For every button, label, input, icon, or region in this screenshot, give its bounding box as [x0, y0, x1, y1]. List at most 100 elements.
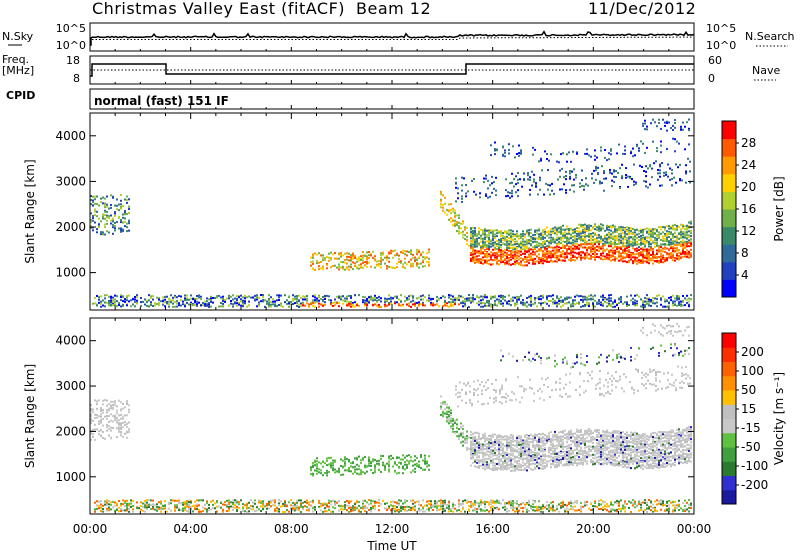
range-cell [630, 232, 632, 235]
nsky-label: N.Sky [2, 30, 34, 43]
range-cell [496, 235, 498, 238]
range-cell [562, 244, 564, 246]
range-cell [480, 295, 482, 298]
range-cell [634, 500, 636, 503]
range-cell [302, 304, 304, 307]
range-cell [516, 234, 518, 237]
range-cell [654, 260, 656, 263]
range-cell [94, 214, 96, 217]
range-cell [418, 464, 420, 467]
range-cell [506, 253, 508, 256]
range-cell [94, 423, 96, 426]
range-cell [508, 300, 510, 303]
range-cell [286, 302, 288, 305]
range-cell [108, 407, 110, 410]
range-cell [258, 499, 260, 502]
range-cell [422, 459, 424, 462]
range-cell [626, 301, 628, 304]
range-cell [168, 305, 170, 308]
range-cell [316, 259, 318, 262]
range-cell [374, 467, 376, 470]
range-cell [330, 466, 332, 469]
range-cell [520, 235, 522, 238]
range-cell [508, 242, 510, 245]
range-cell [682, 227, 684, 230]
range-cell [646, 240, 648, 243]
range-cell [266, 300, 268, 303]
range-cell [428, 506, 430, 509]
range-cell [186, 510, 188, 513]
range-cell [626, 261, 628, 264]
range-cell [498, 295, 500, 298]
range-cell [392, 297, 394, 300]
range-cell [686, 301, 688, 304]
range-cell [530, 228, 532, 231]
range-cell [108, 304, 110, 307]
range-cell [472, 461, 474, 464]
range-cell [428, 509, 430, 512]
range-cell [278, 499, 280, 502]
range-cell [612, 253, 614, 256]
range-cell [442, 510, 444, 513]
range-cell [408, 295, 410, 298]
range-cell [476, 296, 478, 299]
range-cell [480, 250, 482, 253]
range-cell [542, 231, 544, 234]
range-cell [474, 452, 476, 455]
range-cell [276, 294, 278, 297]
range-cell [490, 240, 492, 243]
range-cell [472, 253, 474, 256]
range-cell [340, 255, 342, 258]
range-cell [318, 471, 320, 474]
range-cell [512, 248, 514, 251]
range-cell [642, 238, 644, 241]
range-cell [556, 239, 558, 241]
range-cell [676, 241, 678, 244]
range-cell [647, 167, 649, 170]
range-cell [444, 304, 446, 307]
range-cell [682, 245, 684, 248]
range-cell [384, 469, 386, 471]
range-cell [678, 297, 680, 300]
range-cell [650, 246, 652, 248]
range-cell [528, 242, 530, 245]
range-cell [414, 467, 416, 470]
range-cell [574, 255, 576, 258]
range-cell [603, 172, 605, 175]
range-cell [576, 235, 578, 238]
range-cell [404, 253, 406, 256]
range-cell [538, 506, 540, 509]
range-cell [479, 192, 481, 195]
range-cell [454, 215, 456, 218]
range-cell [122, 499, 124, 502]
range-cell [368, 503, 370, 506]
range-cell [664, 233, 666, 235]
range-cell [368, 261, 370, 264]
range-cell [156, 303, 158, 305]
range-cell [132, 510, 134, 513]
range-cell [662, 118, 664, 121]
range-cell [236, 304, 238, 307]
range-cell [118, 430, 120, 433]
range-cell [682, 295, 684, 297]
range-cell [542, 259, 544, 262]
range-cell [495, 194, 497, 197]
range-cell [568, 501, 570, 504]
range-cell [602, 294, 604, 297]
range-cell [630, 501, 632, 504]
range-cell [606, 224, 608, 227]
range-cell [158, 506, 160, 509]
range-cell [638, 229, 640, 232]
range-cell [652, 256, 654, 259]
range-cell [658, 226, 660, 229]
range-cell [672, 241, 674, 244]
range-cell [182, 507, 184, 510]
range-cell [596, 234, 598, 237]
range-cell [470, 446, 472, 449]
range-cell [410, 251, 412, 254]
range-cell [674, 509, 676, 512]
nave-label: Nave [752, 64, 781, 77]
range-cell [458, 227, 460, 230]
range-cell [246, 305, 248, 308]
range-cell [530, 257, 532, 260]
